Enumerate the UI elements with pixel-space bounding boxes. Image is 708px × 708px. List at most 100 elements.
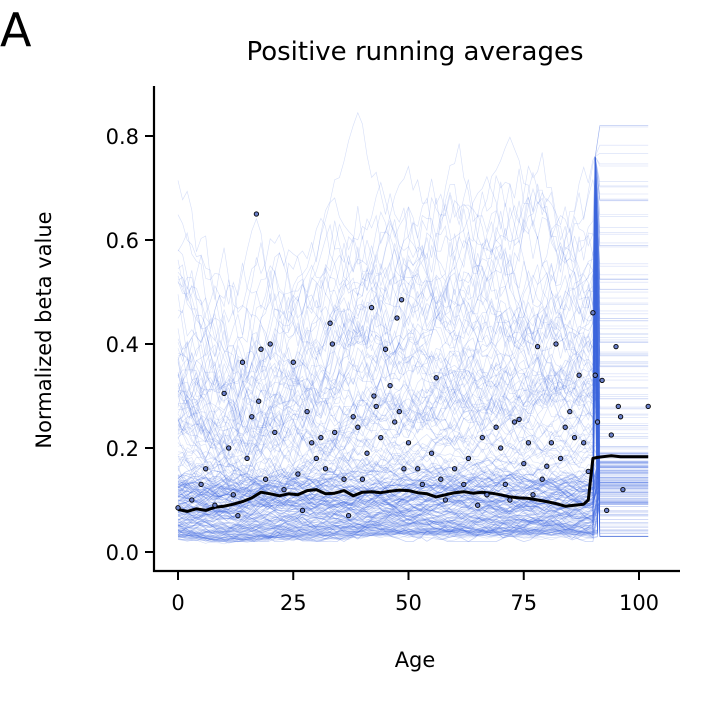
data-point [594,419,601,425]
background-trace [177,190,649,493]
data-point [617,414,624,420]
background-trace [177,482,649,514]
data-point [415,466,421,472]
background-trace [177,461,649,499]
background-trace [177,181,649,484]
background-trace [177,471,649,517]
background-trace [177,156,649,395]
background-trace [177,277,649,510]
data-point [567,408,573,415]
background-trace [177,156,649,390]
data-point [322,466,329,472]
background-trace [177,156,649,391]
data-point [256,398,262,404]
background-trace [177,503,649,543]
background-trace [177,183,649,525]
background-trace [177,366,649,535]
data-point [438,476,444,482]
data-point [382,346,389,352]
background-trace [177,156,649,369]
background-trace [177,321,649,533]
data-point [479,434,485,441]
background-trace [177,357,649,539]
data-point [465,455,472,462]
background-trace [177,212,649,484]
background-trace [177,394,649,541]
background-trace [177,339,649,542]
y-tick-label: 0.0 [106,541,139,565]
data-point [299,507,306,514]
background-trace [177,316,649,539]
background-trace [177,498,649,540]
data-point [364,450,370,456]
background-trace [177,469,649,508]
background-trace [177,228,649,533]
background-trace [177,465,649,508]
background-trace [177,208,649,515]
background-trace [177,172,649,456]
data-point [359,476,366,482]
background-trace [177,245,649,537]
background-trace [177,156,649,452]
background-trace [177,156,649,491]
background-trace [177,470,649,515]
background-trace [177,471,649,512]
background-trace [177,156,649,475]
data-point [401,466,407,472]
y-tick-label: 0.4 [106,333,139,357]
background-trace [177,156,649,421]
background-trace [177,136,649,329]
background-trace [177,265,649,536]
x-ticks: 0 25 50 75 100 [171,571,659,615]
background-trace [177,188,649,455]
background-trace [177,156,649,427]
background-trace [177,477,649,514]
data-point [272,429,278,436]
background-trace [177,358,649,530]
data-point [235,512,241,519]
background-trace [177,156,649,420]
background-trace [177,460,649,495]
background-trace [177,181,649,464]
background-trace [177,479,649,515]
background-trace [177,335,649,537]
background-trace [177,487,649,525]
x-tick-label: 75 [510,591,537,615]
background-trace [177,125,649,331]
background-trace [177,292,649,507]
data-point [493,424,499,430]
data-point [318,434,324,441]
panel-label: A [0,3,32,57]
data-point [571,434,578,441]
background-trace [177,253,649,504]
background-trace [177,215,649,536]
background-trace [177,373,649,542]
background-trace [177,328,649,545]
background-trace [177,244,649,534]
data-point [530,492,536,498]
background-trace [177,377,649,537]
background-trace [177,455,649,496]
data-point [313,455,319,462]
background-trace [177,470,649,508]
background-trace [177,215,649,461]
background-trace [177,472,649,513]
background-trace [177,493,649,534]
background-trace [177,156,649,408]
background-trace [177,199,649,530]
data-point [585,468,591,475]
background-trace [177,455,649,501]
data-point [590,310,596,316]
background-trace [177,500,649,533]
data-point [451,466,458,472]
data-point [581,440,587,446]
background-trace [177,249,649,541]
background-trace [177,156,649,460]
data-point [244,455,250,462]
x-tick-label: 25 [280,591,307,615]
data-point [539,476,545,482]
background-trace [177,474,649,521]
background-trace [177,324,649,514]
data-point [329,341,336,347]
background-trace [178,156,649,446]
